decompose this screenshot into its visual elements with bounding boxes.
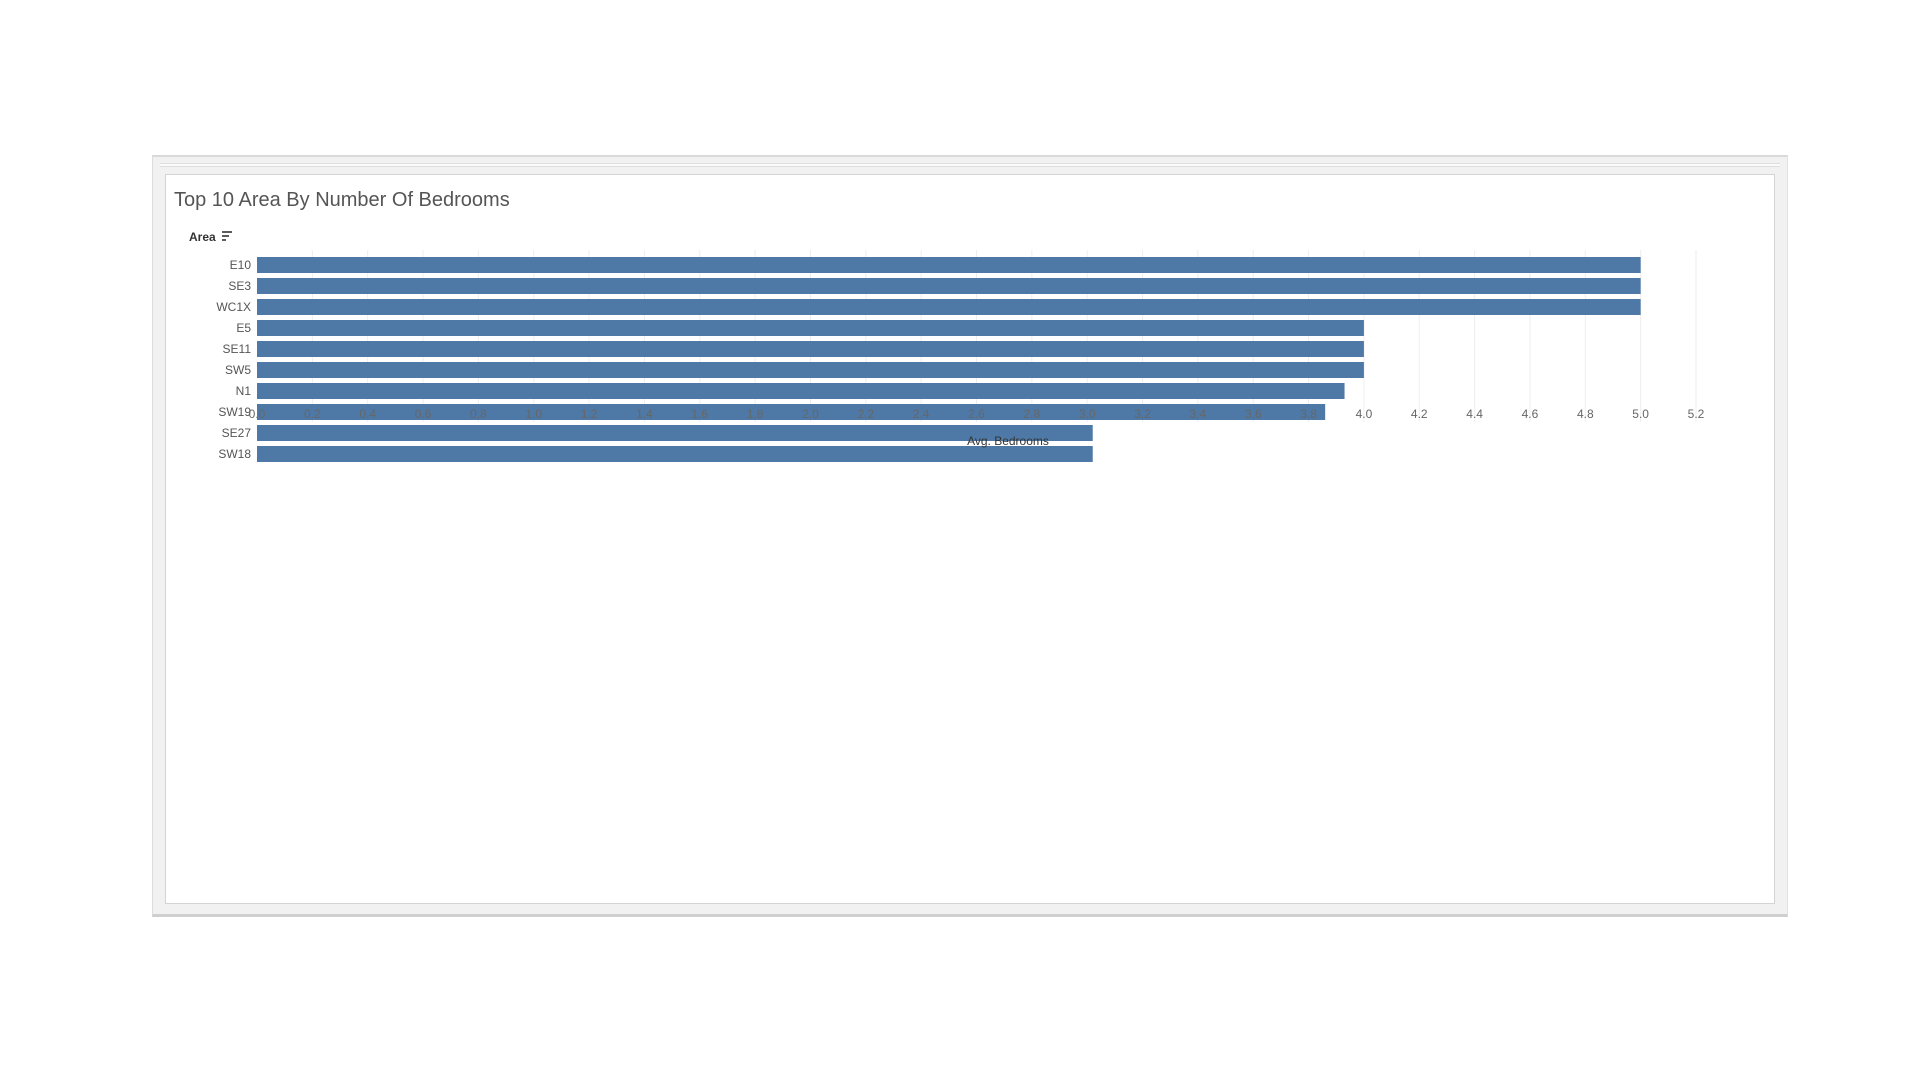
bar-sw19[interactable] xyxy=(257,404,1326,420)
bar-se11[interactable] xyxy=(257,341,1364,357)
x-tick-label: 1.4 xyxy=(636,407,653,421)
x-tick-label: 2.6 xyxy=(968,407,985,421)
x-tick-label: 4.0 xyxy=(1356,407,1373,421)
x-tick-label: 3.0 xyxy=(1079,407,1096,421)
x-tick-label: 5.2 xyxy=(1688,407,1705,421)
category-label: SE27 xyxy=(222,426,252,440)
category-label: SE3 xyxy=(228,279,251,293)
x-tick-label: 4.6 xyxy=(1522,407,1539,421)
x-tick-label: 4.8 xyxy=(1577,407,1594,421)
area-header[interactable]: Area xyxy=(189,230,232,244)
x-tick-label: 2.4 xyxy=(913,407,930,421)
x-tick-label: 3.2 xyxy=(1134,407,1151,421)
x-tick-labels: 0.0 0.2 0.4 0.6 0.8 1.0 1.2 1.4 1.6 1.8 2.0 2.2 2.4 2… xyxy=(249,407,1705,421)
category-label: WC1X xyxy=(216,300,251,314)
x-tick-label: 5.0 xyxy=(1632,407,1649,421)
x-tick-label: 4.2 xyxy=(1411,407,1428,421)
x-tick-label: 1.2 xyxy=(581,407,598,421)
x-tick-label: 3.8 xyxy=(1300,407,1317,421)
category-axis-label: Area xyxy=(189,230,216,244)
category-label: SW5 xyxy=(225,363,251,377)
category-label: N1 xyxy=(236,384,252,398)
category-labels: E10 SE3 WC1X E5 SE11 SW5 N1 SW19 SE27 SW18 xyxy=(216,258,251,461)
bar-e5[interactable] xyxy=(257,320,1364,336)
sort-icon[interactable] xyxy=(222,231,232,241)
x-tick-label: 1.8 xyxy=(747,407,764,421)
bars xyxy=(257,257,1641,462)
bar-se3[interactable] xyxy=(257,278,1641,294)
x-axis-title: Avg. Bedrooms xyxy=(967,434,1049,448)
x-tick-label: 1.0 xyxy=(525,407,542,421)
x-tick-label: 0.0 xyxy=(249,407,266,421)
worksheet: Top 10 Area By Number Of Bedrooms Area E… xyxy=(165,174,1775,904)
x-tick-label: 3.4 xyxy=(1190,407,1207,421)
x-tick-label: 2.2 xyxy=(857,407,874,421)
x-tick-label: 3.6 xyxy=(1245,407,1262,421)
x-tick-label: 2.8 xyxy=(1024,407,1041,421)
x-tick-label: 0.4 xyxy=(359,407,376,421)
x-tick-label: 4.4 xyxy=(1466,407,1483,421)
bar-se27[interactable] xyxy=(257,425,1093,441)
category-label: SW19 xyxy=(218,405,251,419)
x-tick-label: 0.2 xyxy=(304,407,321,421)
bar-sw18[interactable] xyxy=(257,446,1093,462)
bar-e10[interactable] xyxy=(257,257,1641,273)
category-label: SE11 xyxy=(223,342,252,356)
x-tick-label: 0.8 xyxy=(470,407,487,421)
category-label: E10 xyxy=(230,258,252,272)
category-label: E5 xyxy=(236,321,251,335)
x-tick-label: 1.6 xyxy=(691,407,708,421)
bar-wc1x[interactable] xyxy=(257,299,1641,315)
dashboard-frame-strip xyxy=(160,163,1780,167)
bar-n1[interactable] xyxy=(257,383,1345,399)
bar-sw5[interactable] xyxy=(257,362,1364,378)
x-tick-label: 0.6 xyxy=(415,407,432,421)
bar-chart: Area E10 SE3 WC1X E5 SE11 SW5 N1 SW19 SE27 SW18 0… xyxy=(189,230,1705,462)
chart-title: Top 10 Area By Number Of Bedrooms xyxy=(174,189,510,211)
category-label: SW18 xyxy=(218,447,251,461)
x-tick-label: 2.0 xyxy=(802,407,819,421)
